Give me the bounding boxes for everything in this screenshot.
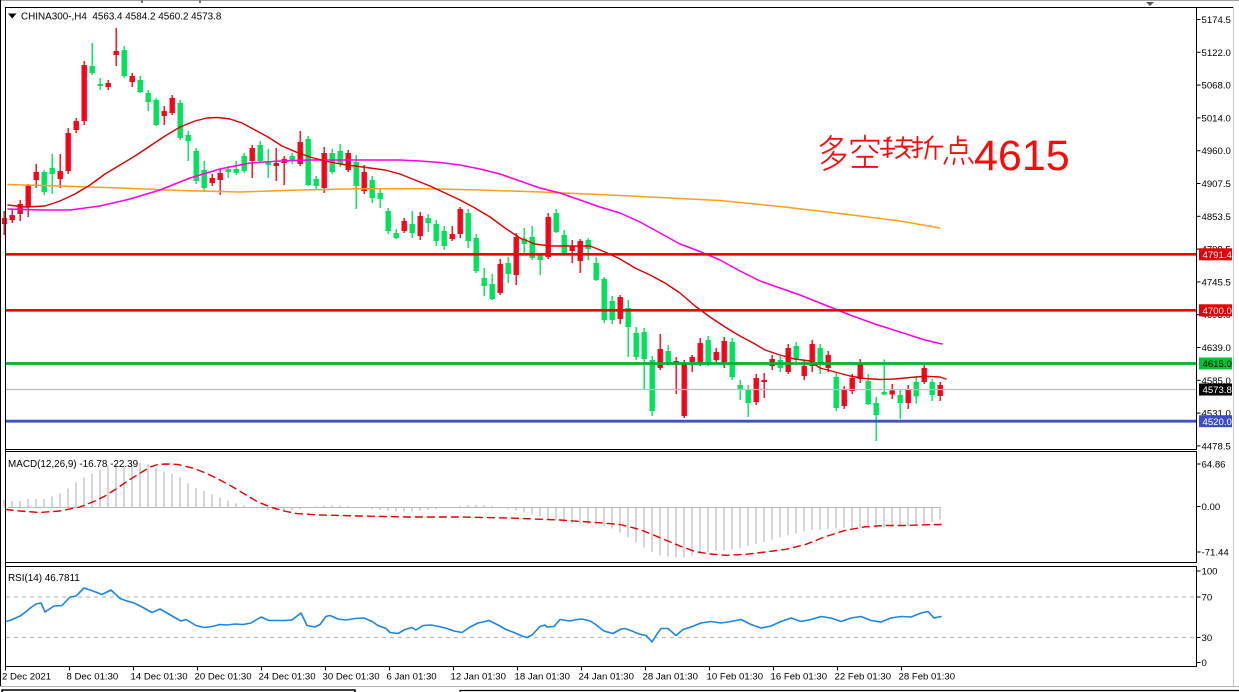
svg-text:4478.5: 4478.5 <box>1202 441 1231 452</box>
svg-text:70: 70 <box>1202 593 1213 604</box>
svg-text:10 Feb 01:30: 10 Feb 01:30 <box>707 672 764 683</box>
svg-text:30 Dec 01:30: 30 Dec 01:30 <box>323 672 380 683</box>
svg-text:4615: 4615 <box>974 132 1070 180</box>
svg-text:-71.44: -71.44 <box>1202 548 1230 559</box>
svg-text:5068.0: 5068.0 <box>1202 81 1231 92</box>
svg-text:100: 100 <box>1202 567 1218 578</box>
svg-text:2 Dec 2021: 2 Dec 2021 <box>2 672 51 683</box>
svg-text:4745.5: 4745.5 <box>1202 277 1231 288</box>
svg-text:4639.0: 4639.0 <box>1202 343 1231 354</box>
svg-text:0.00: 0.00 <box>1202 502 1221 513</box>
svg-text:4907.5: 4907.5 <box>1202 179 1231 190</box>
svg-text:28 Jan 01:30: 28 Jan 01:30 <box>643 672 698 683</box>
svg-text:CHINA300-,H4 4563.4 4584.2 45: CHINA300-,H4 4563.4 4584.2 4560.2 4573.8 <box>21 12 222 23</box>
svg-text:4585.0: 4585.0 <box>1202 376 1231 387</box>
svg-text:MACD(12,26,9) -16.78 -22.39: MACD(12,26,9) -16.78 -22.39 <box>8 459 139 470</box>
svg-text:22 Feb 01:30: 22 Feb 01:30 <box>835 672 892 683</box>
svg-text:28 Feb 01:30: 28 Feb 01:30 <box>899 672 956 683</box>
svg-text:4531.0: 4531.0 <box>1202 409 1231 420</box>
svg-text:4520.0: 4520.0 <box>1203 417 1232 428</box>
svg-text:18 Jan 01:30: 18 Jan 01:30 <box>515 672 570 683</box>
svg-text:4853.5: 4853.5 <box>1202 212 1231 223</box>
svg-text:24 Jan 01:30: 24 Jan 01:30 <box>579 672 634 683</box>
svg-text:30: 30 <box>1202 633 1213 644</box>
svg-text:0: 0 <box>1202 658 1207 669</box>
svg-text:5014.0: 5014.0 <box>1202 113 1231 124</box>
svg-text:24 Dec 01:30: 24 Dec 01:30 <box>259 672 316 683</box>
svg-text:RSI(14) 46.7811: RSI(14) 46.7811 <box>8 573 80 584</box>
svg-text:4700.0: 4700.0 <box>1203 306 1232 317</box>
svg-text:4960.0: 4960.0 <box>1202 146 1231 157</box>
svg-text:12 Jan 01:30: 12 Jan 01:30 <box>451 672 506 683</box>
svg-text:4791.4: 4791.4 <box>1203 250 1233 261</box>
svg-text:4573.8: 4573.8 <box>1203 385 1232 396</box>
svg-text:4615.0: 4615.0 <box>1203 359 1232 370</box>
svg-text:14 Dec 01:30: 14 Dec 01:30 <box>131 672 188 683</box>
svg-text:5122.0: 5122.0 <box>1202 48 1231 59</box>
svg-text:8 Dec 01:30: 8 Dec 01:30 <box>67 672 119 683</box>
svg-text:16 Feb 01:30: 16 Feb 01:30 <box>771 672 828 683</box>
svg-text:64.86: 64.86 <box>1202 460 1226 471</box>
svg-text:6 Jan 01:30: 6 Jan 01:30 <box>387 672 437 683</box>
svg-text:20 Dec 01:30: 20 Dec 01:30 <box>195 672 252 683</box>
svg-text:5174.5: 5174.5 <box>1202 15 1231 26</box>
